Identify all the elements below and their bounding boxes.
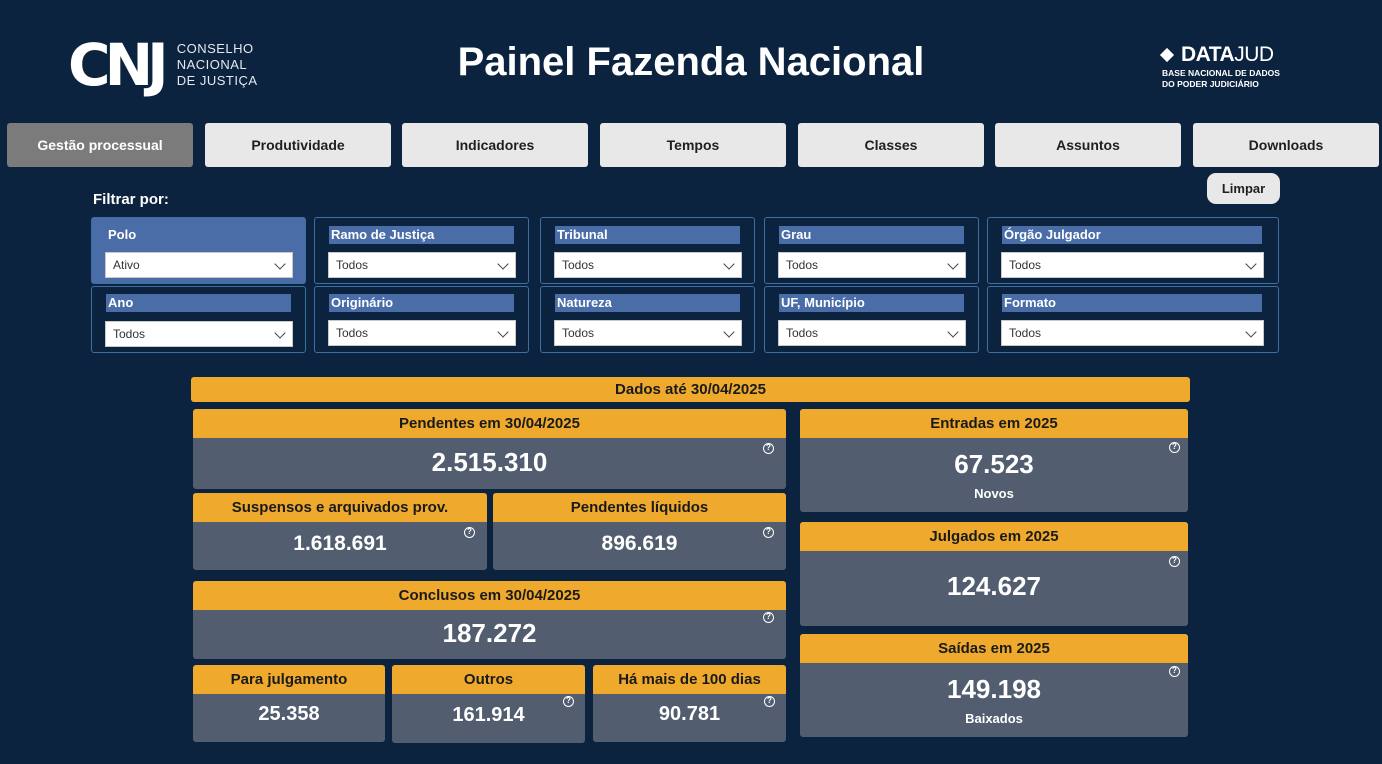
chevron-down-icon bbox=[723, 258, 735, 270]
card-value: 2.515.310 bbox=[431, 447, 548, 477]
card-title: Conclusos em 30/04/2025 bbox=[193, 581, 786, 610]
filter-title: UF, Município bbox=[779, 294, 964, 312]
filter-title: Natureza bbox=[555, 294, 740, 312]
cnj-logo: CNJ CONSELHO NACIONAL DE JUSTIÇA bbox=[68, 31, 258, 99]
filter-ano: Ano Todos bbox=[91, 286, 306, 353]
card-value: 25.358 bbox=[258, 703, 320, 725]
datajud-diamond-icon bbox=[1162, 47, 1178, 63]
help-icon[interactable]: ? bbox=[563, 696, 574, 707]
card-subtitle: Baixados bbox=[965, 711, 1023, 726]
tab-tempos[interactable]: Tempos bbox=[600, 123, 786, 167]
orgao-julgador-dropdown[interactable]: Todos bbox=[1001, 252, 1264, 278]
filter-uf-municipio: UF, Município Todos bbox=[764, 286, 979, 353]
tab-downloads[interactable]: Downloads bbox=[1193, 123, 1379, 167]
filter-title: Polo bbox=[108, 227, 137, 242]
help-icon[interactable]: ? bbox=[764, 696, 775, 707]
card-outros: Outros 161.914 ? bbox=[392, 665, 585, 743]
filter-title: Tribunal bbox=[555, 226, 740, 244]
help-icon[interactable]: ? bbox=[1169, 556, 1180, 567]
card-value: 90.781 bbox=[658, 703, 721, 725]
chevron-down-icon bbox=[497, 326, 509, 338]
tab-produtividade[interactable]: Produtividade bbox=[205, 123, 391, 167]
card-value: 67.523 bbox=[954, 449, 1034, 479]
card-title: Entradas em 2025 bbox=[800, 409, 1188, 438]
chevron-down-icon bbox=[1245, 326, 1257, 338]
filter-originario: Originário Todos bbox=[314, 286, 529, 353]
chevron-down-icon bbox=[274, 327, 286, 339]
filter-title: Ramo de Justiça bbox=[329, 226, 514, 244]
natureza-dropdown[interactable]: Todos bbox=[554, 320, 742, 346]
card-title: Pendentes em 30/04/2025 bbox=[193, 409, 786, 438]
cnj-org-name: CONSELHO NACIONAL DE JUSTIÇA bbox=[176, 41, 258, 88]
uf-municipio-dropdown[interactable]: Todos bbox=[778, 320, 966, 346]
help-icon[interactable]: ? bbox=[464, 527, 475, 538]
filter-tribunal: Tribunal Todos bbox=[540, 217, 755, 284]
card-value: 149.198 bbox=[947, 674, 1041, 704]
filter-orgao-julgador: Órgão Julgador Todos bbox=[987, 217, 1279, 284]
filter-grau: Grau Todos bbox=[764, 217, 979, 284]
tab-classes[interactable]: Classes bbox=[798, 123, 984, 167]
cnj-logo-mark: CNJ bbox=[68, 31, 169, 99]
help-icon[interactable]: ? bbox=[763, 443, 774, 454]
card-title: Julgados em 2025 bbox=[800, 522, 1188, 551]
card-saidas: Saídas em 2025 149.198 Baixados ? bbox=[800, 634, 1188, 737]
help-icon[interactable]: ? bbox=[1169, 442, 1180, 453]
card-suspensos: Suspensos e arquivados prov. 1.618.691 ? bbox=[193, 493, 487, 570]
nav-tabs: Gestão processual Produtividade Indicado… bbox=[7, 123, 1379, 167]
card-subtitle: Novos bbox=[974, 486, 1014, 501]
data-date-banner: Dados até 30/04/2025 bbox=[191, 377, 1190, 402]
originario-dropdown[interactable]: Todos bbox=[328, 320, 516, 346]
formato-dropdown[interactable]: Todos bbox=[1001, 320, 1264, 346]
chevron-down-icon bbox=[947, 258, 959, 270]
card-mais-100-dias: Há mais de 100 dias 90.781 ? bbox=[593, 665, 786, 742]
chevron-down-icon bbox=[274, 258, 286, 270]
polo-dropdown[interactable]: Ativo bbox=[105, 252, 293, 278]
card-value: 161.914 bbox=[452, 704, 525, 726]
card-title: Outros bbox=[392, 665, 585, 694]
card-value: 187.272 bbox=[442, 618, 537, 648]
help-icon[interactable]: ? bbox=[763, 527, 774, 538]
help-icon[interactable]: ? bbox=[763, 612, 774, 623]
filter-title: Ano bbox=[106, 294, 291, 312]
filter-title: Órgão Julgador bbox=[1002, 226, 1262, 244]
card-title: Pendentes líquidos bbox=[493, 493, 786, 522]
card-julgados: Julgados em 2025 124.627 ? bbox=[800, 522, 1188, 626]
card-conclusos: Conclusos em 30/04/2025 187.272 ? bbox=[193, 581, 786, 659]
card-value: 896.619 bbox=[601, 532, 678, 555]
ramo-justica-dropdown[interactable]: Todos bbox=[328, 252, 516, 278]
chevron-down-icon bbox=[947, 326, 959, 338]
filter-title: Formato bbox=[1002, 294, 1262, 312]
tab-gestao-processual[interactable]: Gestão processual bbox=[7, 123, 193, 167]
tribunal-dropdown[interactable]: Todos bbox=[554, 252, 742, 278]
filter-natureza: Natureza Todos bbox=[540, 286, 755, 353]
page-title: Painel Fazenda Nacional bbox=[457, 40, 925, 84]
filter-polo: Polo Ativo bbox=[91, 217, 306, 284]
tab-assuntos[interactable]: Assuntos bbox=[995, 123, 1181, 167]
filter-formato: Formato Todos bbox=[987, 286, 1279, 353]
card-title: Para julgamento bbox=[193, 665, 385, 694]
card-pendentes-liquidos: Pendentes líquidos 896.619 ? bbox=[493, 493, 786, 570]
grau-dropdown[interactable]: Todos bbox=[778, 252, 966, 278]
chevron-down-icon bbox=[723, 326, 735, 338]
help-icon[interactable]: ? bbox=[1169, 666, 1180, 677]
filter-label: Filtrar por: bbox=[93, 191, 169, 208]
clear-filters-button[interactable]: Limpar bbox=[1207, 173, 1280, 204]
card-title: Há mais de 100 dias bbox=[593, 665, 786, 694]
chevron-down-icon bbox=[497, 258, 509, 270]
card-pendentes: Pendentes em 30/04/2025 2.515.310 ? bbox=[193, 409, 786, 489]
tab-indicadores[interactable]: Indicadores bbox=[402, 123, 588, 167]
ano-dropdown[interactable]: Todos bbox=[105, 321, 293, 347]
card-value: 1.618.691 bbox=[293, 532, 387, 555]
datajud-logo: DATA JUD BASE NACIONAL DE DADOS DO PODER … bbox=[1162, 43, 1280, 90]
card-title: Suspensos e arquivados prov. bbox=[193, 493, 487, 522]
filter-title: Originário bbox=[329, 294, 514, 312]
chevron-down-icon bbox=[1245, 258, 1257, 270]
filter-ramo-justica: Ramo de Justiça Todos bbox=[314, 217, 529, 284]
card-title: Saídas em 2025 bbox=[800, 634, 1188, 663]
card-entradas: Entradas em 2025 67.523 Novos ? bbox=[800, 409, 1188, 512]
card-value: 124.627 bbox=[947, 571, 1041, 601]
filter-title: Grau bbox=[779, 226, 964, 244]
card-para-julgamento: Para julgamento 25.358 bbox=[193, 665, 385, 742]
